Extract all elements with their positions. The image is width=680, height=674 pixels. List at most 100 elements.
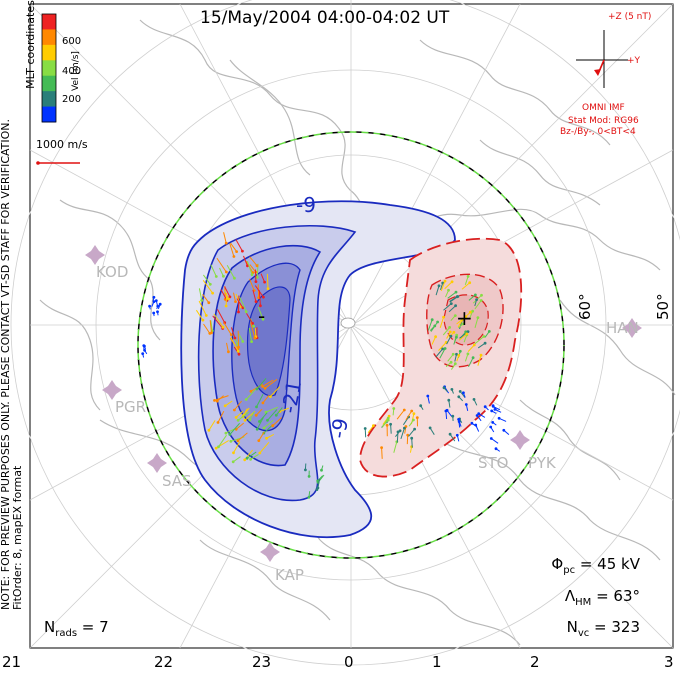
mlt-tick-22: 22 (154, 653, 174, 671)
velocity-vector-origin (224, 304, 228, 308)
velocity-vector (236, 298, 244, 309)
potential-maximum-marker: + (456, 306, 473, 330)
contour-label-top: -9 (296, 193, 316, 217)
velocity-vector-origin (448, 326, 451, 329)
velocity-vector (214, 395, 229, 401)
velocity-vector-origin (396, 430, 400, 434)
velocity-vector (255, 408, 263, 416)
velocity-vector (461, 282, 471, 290)
velocity-vector-origin (254, 280, 258, 283)
velocity-vector-origin (235, 250, 239, 254)
velocity-vector-origin (221, 325, 225, 329)
velocity-vector-origin (204, 314, 208, 317)
velocity-vector-origin (450, 280, 454, 284)
velocity-vector-origin (148, 304, 152, 308)
velocity-vector-origin (255, 264, 259, 268)
velocity-vector-origin (249, 389, 253, 393)
velocity-vector-origin (213, 399, 216, 402)
station-label-kod: KOD (96, 263, 128, 281)
velocity-vector-origin (233, 408, 236, 412)
plot-frame (29, 3, 674, 649)
velocity-vector-origin (249, 457, 253, 461)
velocity-vector (279, 407, 290, 412)
velocity-vector-origin (224, 431, 228, 435)
velocity-vector-origin (214, 275, 218, 278)
colorbar-swatch (42, 14, 56, 30)
pole-marker (340, 317, 356, 329)
velocity-vector (474, 300, 482, 310)
velocity-vector-origin (477, 412, 481, 416)
velocity-vector-origin (426, 394, 430, 398)
velocity-vector (243, 255, 248, 266)
velocity-vector (230, 242, 238, 252)
colorbar-tick-600: 600 (62, 36, 82, 47)
velocity-vector-origin (259, 304, 262, 308)
velocity-vector (444, 281, 453, 290)
velocity-vectors (141, 232, 510, 499)
velocity-vector-origin (200, 299, 204, 302)
velocity-vector (262, 379, 274, 387)
velocity-vector (235, 239, 243, 252)
velocity-vector (435, 285, 440, 296)
velocity-vector-origin (143, 348, 147, 352)
velocity-vector-origin (455, 352, 458, 356)
velocity-vector (250, 453, 259, 460)
velocity-vector-origin (254, 300, 258, 303)
negative-potential-cell (180, 200, 456, 539)
colorbar-swatch (42, 60, 56, 77)
velocity-vector-origin (385, 423, 389, 427)
velocity-vector (223, 321, 232, 335)
velocity-vector (195, 309, 204, 321)
velocity-vector (245, 389, 256, 400)
velocity-vector-origin (451, 414, 455, 418)
velocity-vector-origin (217, 445, 220, 449)
velocity-vector-origin (430, 318, 434, 322)
velocity-vector (239, 296, 247, 312)
velocity-vector (430, 321, 439, 332)
velocity-colorbar (42, 14, 56, 123)
velocity-vector-origin (483, 341, 487, 345)
velocity-vector-origin (475, 298, 478, 301)
velocity-vector (246, 260, 253, 275)
velocity-vector (249, 278, 255, 291)
station-label-pyk: PYK (528, 454, 557, 472)
velocity-vector-origin (141, 352, 145, 355)
station-marker-kap (260, 542, 280, 562)
velocity-vector-origin (211, 291, 215, 295)
velocity-vector-origin (398, 429, 402, 433)
velocity-vector-origin (482, 335, 486, 338)
velocity-vector-origin (442, 315, 445, 319)
velocity-vector-origin (245, 456, 249, 460)
velocity-vector-origin (480, 293, 483, 297)
velocity-vector-origin (389, 422, 392, 426)
velocity-vector (218, 434, 227, 448)
velocity-vector (259, 441, 270, 454)
velocity-vector-origin (403, 426, 406, 430)
velocity-vector-origin (271, 424, 275, 428)
velocity-vector-origin (468, 310, 472, 314)
velocity-vector (208, 420, 216, 431)
velocity-vector-origin (447, 398, 451, 402)
velocity-vector (209, 320, 212, 333)
velocity-vector-origin (234, 416, 238, 419)
velocity-vector-origin (449, 360, 453, 364)
station-labels: KOD PGR SAS KAP STO PYK HAN (96, 263, 639, 584)
velocity-vector (259, 412, 268, 422)
velocity-vector-origin (476, 316, 480, 319)
velocity-vector-origin (257, 439, 261, 442)
station-label-sto: STO (478, 454, 509, 472)
velocity-vector-origin (307, 495, 311, 499)
contour-labels: -9 -21 -9 (277, 193, 353, 440)
velocity-vector-origin (236, 439, 240, 443)
velocity-vector (260, 273, 266, 283)
velocity-vector (246, 451, 257, 459)
velocity-vector (408, 428, 415, 437)
velocity-vector-origin (252, 324, 256, 328)
velocity-vector-origin (253, 336, 257, 340)
velocity-vector-origin (464, 403, 468, 406)
velocity-vector-origin (266, 418, 269, 422)
velocity-vector-origin (461, 322, 465, 326)
velocity-vector (246, 313, 254, 324)
velocity-vector-origin (304, 468, 307, 472)
